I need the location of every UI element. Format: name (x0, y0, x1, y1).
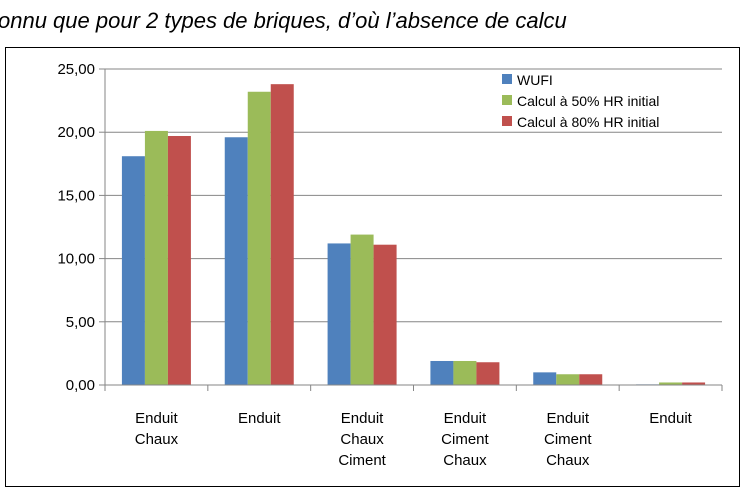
bar (682, 382, 706, 385)
y-tick-label: 15,00 (57, 187, 95, 204)
legend: WUFI Calcul à 50% HR initial Calcul à 80% … (502, 72, 659, 130)
bars (121, 84, 706, 385)
bar (453, 360, 477, 385)
bar (533, 372, 557, 385)
x-category-label: Enduit (341, 410, 384, 427)
bar (144, 130, 168, 385)
bar (167, 135, 191, 385)
x-category-label: Chaux (135, 431, 179, 448)
bar (247, 91, 271, 385)
x-category-label: Chaux (546, 452, 590, 469)
caption-line: onnu que pour 2 types de briques, d’où l… (0, 8, 567, 33)
axes: 0,00 5,00 10,00 15,00 20,00 25,00 Enduit Chaux E… (57, 61, 723, 469)
x-category-label: Ciment (338, 452, 386, 469)
bar (659, 382, 683, 385)
caption-text: onnu que pour 2 types de briques, d’où l… (0, 6, 745, 36)
bar (121, 156, 145, 385)
bar (556, 374, 580, 385)
bar (327, 243, 351, 385)
bar (430, 360, 454, 385)
bar (476, 362, 500, 385)
bar (350, 234, 374, 385)
bar (373, 244, 397, 385)
legend-label: Calcul à 80% HR initial (517, 114, 659, 130)
gridlines (105, 68, 722, 323)
bar (270, 84, 294, 385)
legend-label: Calcul à 50% HR initial (517, 93, 659, 109)
y-tick-label: 20,00 (57, 124, 95, 141)
x-category-label: Chaux (340, 431, 384, 448)
y-tick-label: 0,00 (66, 377, 95, 394)
x-category-label: Enduit (444, 410, 487, 427)
x-category-label: Ciment (441, 431, 489, 448)
x-category-label: Enduit (649, 410, 692, 427)
y-tick-label: 25,00 (57, 61, 95, 78)
x-category-label: Enduit (135, 410, 178, 427)
legend-swatch (502, 74, 512, 84)
legend-swatch (502, 116, 512, 126)
y-tick-label: 10,00 (57, 251, 95, 268)
x-category-label: Enduit (238, 410, 281, 427)
x-category-label: Chaux (443, 452, 487, 469)
y-tick-label: 5,00 (66, 314, 95, 331)
x-category-label: Ciment (544, 431, 592, 448)
x-category-label: Enduit (546, 410, 589, 427)
bar (224, 137, 248, 385)
bar (579, 374, 603, 385)
legend-label: WUFI (517, 72, 553, 88)
legend-swatch (502, 95, 512, 105)
